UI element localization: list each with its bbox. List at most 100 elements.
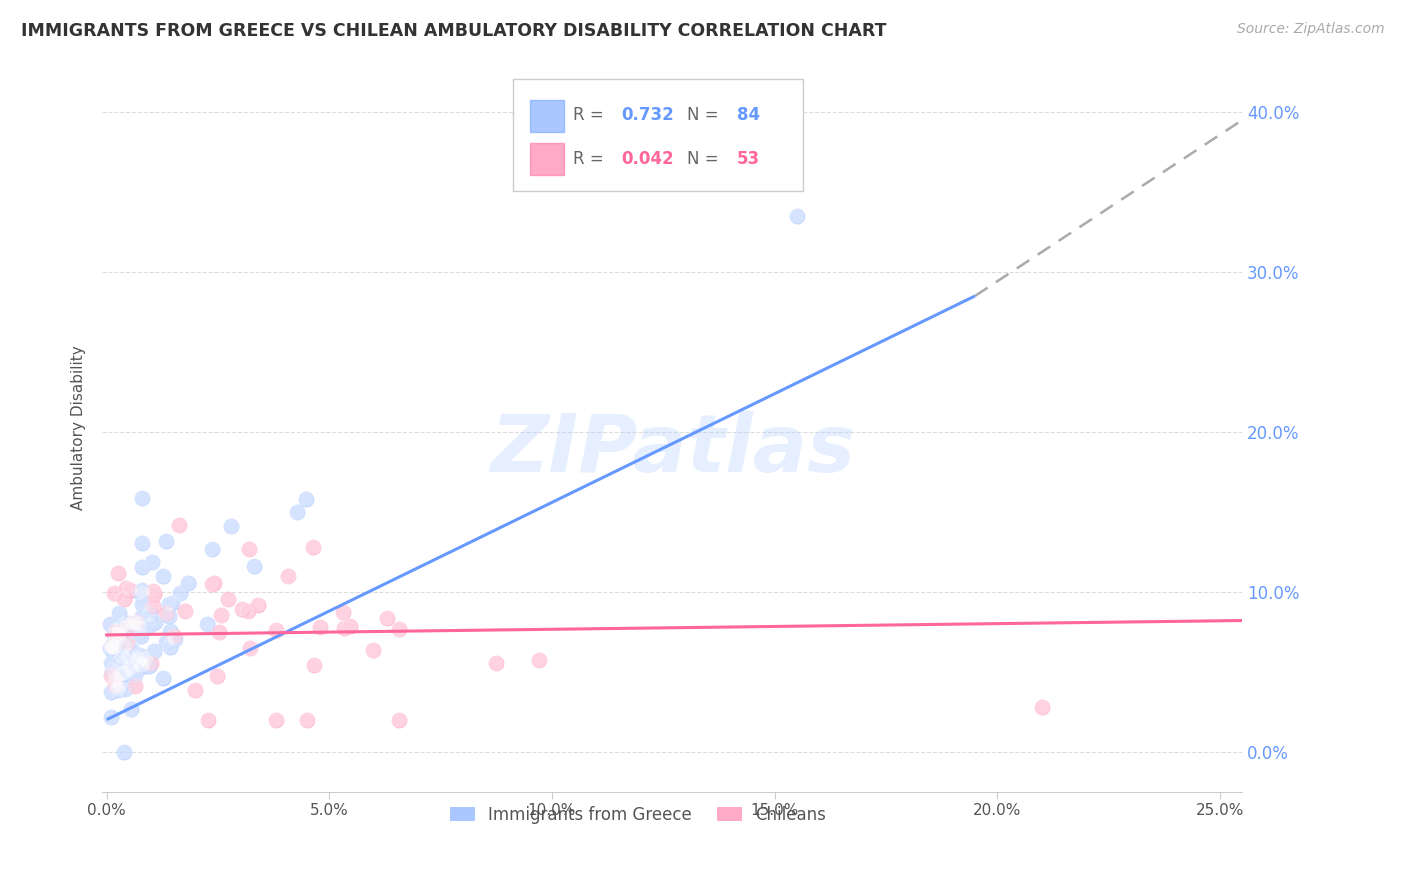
Point bbox=[163, 629, 186, 643]
Point bbox=[108, 655, 131, 669]
Point bbox=[131, 660, 153, 674]
Point bbox=[388, 713, 411, 727]
Text: 84: 84 bbox=[737, 106, 761, 124]
Point bbox=[105, 628, 128, 642]
Point bbox=[131, 491, 153, 505]
Point bbox=[138, 607, 160, 621]
Point bbox=[141, 556, 163, 570]
Point bbox=[155, 635, 177, 649]
Point bbox=[103, 640, 125, 654]
Point bbox=[159, 608, 181, 623]
Point bbox=[201, 541, 224, 556]
Point bbox=[295, 713, 318, 727]
Point bbox=[103, 671, 125, 685]
Point bbox=[142, 583, 165, 598]
Point bbox=[101, 664, 124, 678]
Point bbox=[131, 657, 153, 672]
Point bbox=[125, 615, 148, 630]
Point bbox=[239, 641, 262, 656]
Point bbox=[238, 542, 260, 557]
Text: 53: 53 bbox=[737, 150, 761, 168]
Point bbox=[101, 638, 124, 652]
Point bbox=[114, 653, 136, 667]
Point bbox=[208, 625, 231, 640]
Point bbox=[202, 576, 225, 591]
Point bbox=[142, 644, 165, 658]
Point bbox=[142, 587, 165, 601]
Point bbox=[201, 577, 224, 591]
Point bbox=[159, 640, 181, 654]
Point bbox=[110, 666, 132, 681]
Point bbox=[104, 678, 127, 692]
Point bbox=[127, 626, 149, 640]
Point bbox=[100, 685, 122, 699]
Point bbox=[195, 617, 218, 632]
Point bbox=[176, 576, 198, 591]
Point bbox=[209, 608, 232, 623]
Point bbox=[139, 657, 162, 671]
Point bbox=[105, 624, 128, 638]
Point bbox=[162, 595, 184, 609]
Point bbox=[131, 609, 153, 624]
Point bbox=[152, 568, 174, 582]
Point bbox=[184, 682, 207, 697]
Text: N =: N = bbox=[688, 150, 724, 168]
Point bbox=[120, 702, 142, 716]
Point bbox=[105, 628, 128, 642]
Point bbox=[304, 657, 326, 672]
Point bbox=[131, 597, 153, 611]
Point bbox=[142, 587, 165, 601]
Point bbox=[277, 569, 299, 583]
Point bbox=[131, 660, 153, 674]
Point bbox=[114, 630, 136, 644]
Point bbox=[107, 566, 129, 580]
Point bbox=[131, 582, 153, 597]
Point bbox=[159, 624, 181, 639]
Point bbox=[174, 604, 197, 618]
Point bbox=[101, 664, 124, 678]
Point bbox=[122, 615, 145, 630]
Point bbox=[107, 683, 129, 698]
Point bbox=[124, 668, 146, 682]
Point bbox=[375, 610, 398, 624]
Point bbox=[117, 615, 139, 630]
Point bbox=[176, 576, 198, 591]
Point bbox=[165, 632, 187, 647]
Point bbox=[285, 505, 308, 519]
Point bbox=[117, 636, 139, 650]
Point bbox=[100, 710, 122, 724]
Point bbox=[112, 618, 135, 632]
Point bbox=[165, 632, 187, 647]
Point bbox=[155, 533, 177, 548]
Point bbox=[104, 640, 127, 655]
Point bbox=[201, 577, 224, 591]
Point bbox=[103, 586, 125, 600]
Point bbox=[108, 655, 131, 669]
Point bbox=[118, 649, 141, 664]
Point bbox=[121, 643, 143, 657]
Point bbox=[786, 209, 808, 223]
Point bbox=[114, 630, 136, 644]
Point bbox=[134, 652, 156, 666]
Point bbox=[202, 576, 225, 591]
Point bbox=[152, 671, 174, 685]
Point bbox=[114, 745, 136, 759]
Point bbox=[184, 682, 207, 697]
Point bbox=[100, 657, 122, 671]
Point bbox=[100, 639, 122, 653]
Point bbox=[361, 643, 384, 657]
Point bbox=[786, 209, 808, 223]
Point bbox=[169, 586, 191, 600]
Point bbox=[205, 669, 228, 683]
Point bbox=[117, 636, 139, 650]
Point bbox=[264, 623, 287, 637]
Point bbox=[112, 591, 135, 606]
Point bbox=[103, 586, 125, 600]
Point bbox=[120, 660, 142, 674]
Point bbox=[388, 713, 411, 727]
Text: ZIPatlas: ZIPatlas bbox=[489, 410, 855, 489]
Point bbox=[155, 533, 177, 548]
Point bbox=[332, 605, 354, 619]
Point bbox=[131, 559, 153, 574]
Point bbox=[110, 676, 132, 690]
